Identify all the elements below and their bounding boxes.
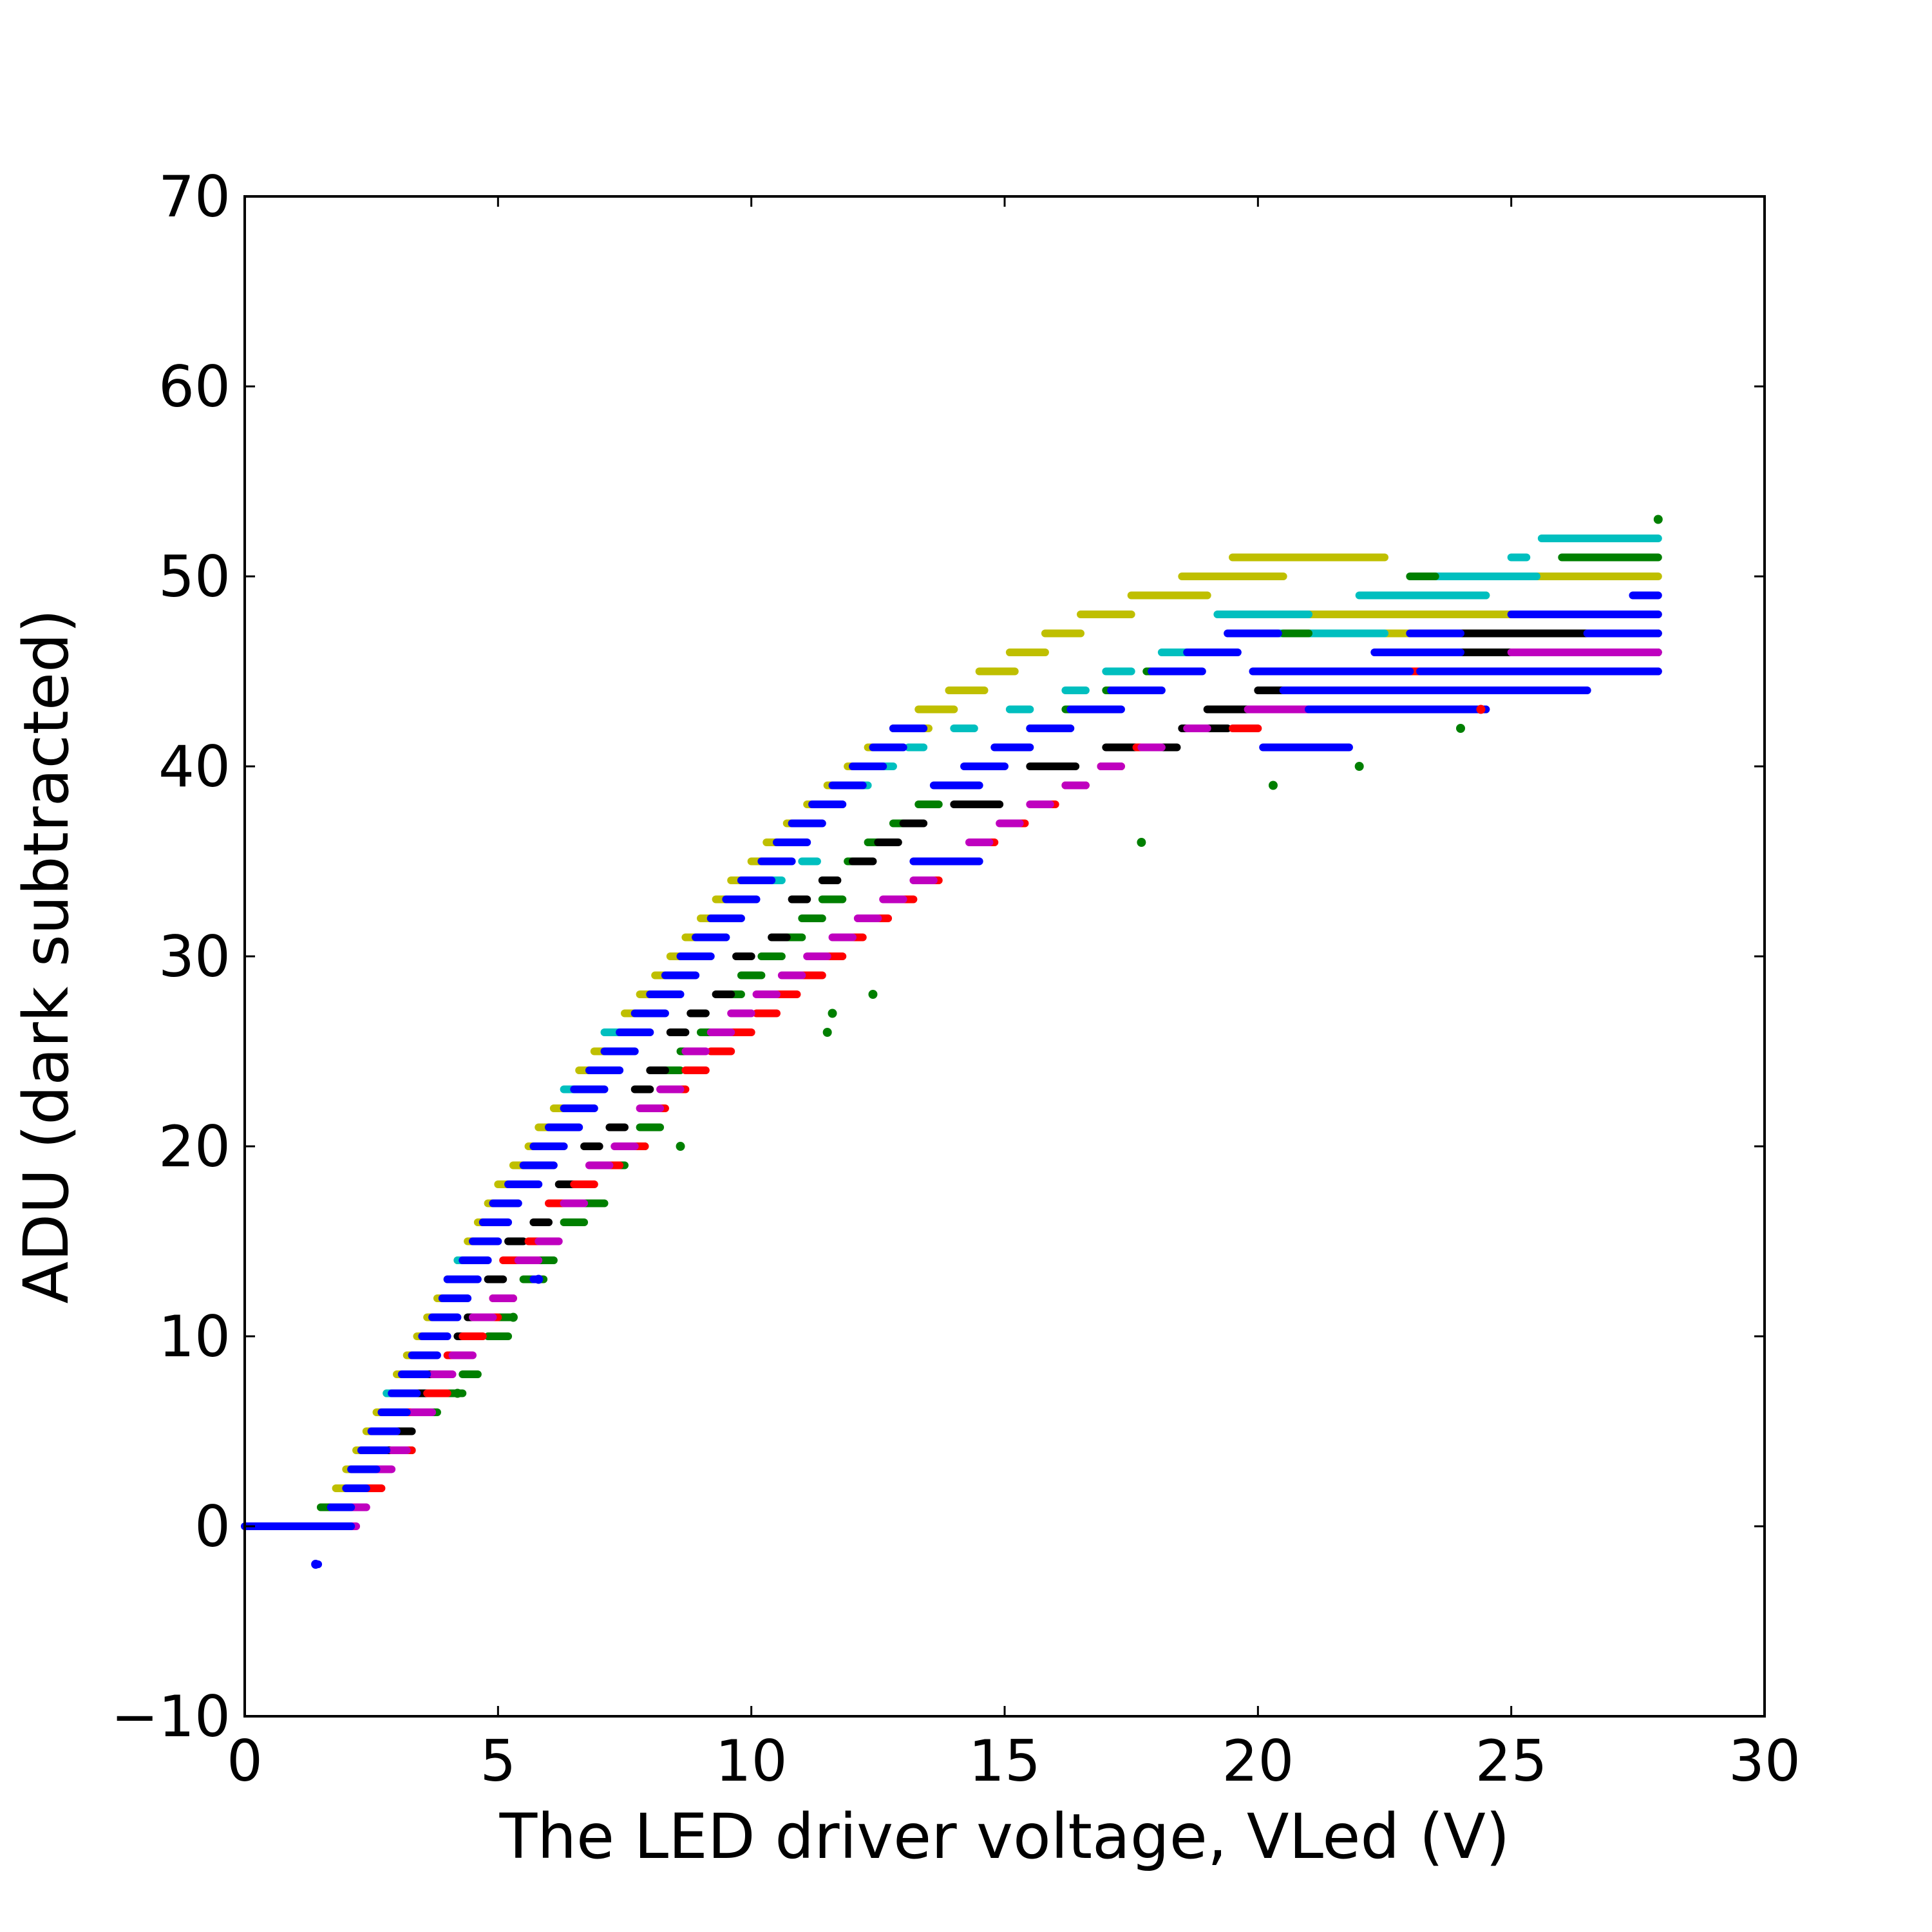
data-layer: [241, 515, 1663, 1569]
y-tick-label: 10: [158, 1303, 231, 1370]
series-cyan: [347, 535, 1662, 1473]
x-tick-label: 10: [715, 1728, 788, 1794]
data-point: [311, 1560, 321, 1569]
data-point: [1653, 515, 1663, 524]
x-tick-label: 25: [1475, 1728, 1548, 1794]
x-axis-label: The LED driver voltage, VLed (V): [499, 1801, 1510, 1873]
data-point: [1268, 781, 1278, 790]
y-tick-label: 60: [158, 354, 231, 420]
y-tick-label: −10: [111, 1683, 231, 1750]
data-point: [1456, 724, 1465, 733]
y-tick-label: 20: [158, 1113, 231, 1180]
x-tick-label: 15: [969, 1728, 1041, 1794]
data-point: [508, 1312, 518, 1322]
data-point: [1476, 705, 1486, 714]
data-point: [1354, 762, 1364, 771]
data-point: [868, 990, 878, 999]
y-tick-label: 30: [158, 923, 231, 990]
y-tick-label: 0: [194, 1493, 231, 1560]
x-tick-label: 0: [227, 1728, 263, 1794]
x-tick-label: 20: [1222, 1728, 1294, 1794]
data-point: [1137, 838, 1146, 847]
y-axis-label: ADU (dark subtracted): [10, 609, 82, 1304]
y-tick-label: 50: [158, 544, 231, 610]
data-point: [822, 1028, 832, 1037]
y-tick-label: 70: [158, 164, 231, 230]
data-point: [828, 1009, 837, 1018]
x-tick-label: 30: [1728, 1728, 1801, 1794]
y-tick-label: 40: [158, 734, 231, 800]
x-tick-label: 5: [480, 1728, 516, 1794]
data-point: [534, 1274, 544, 1284]
series-blue: [241, 591, 1662, 1568]
plot-frame: [243, 195, 1766, 1718]
data-point: [453, 1388, 462, 1398]
data-point: [676, 1142, 685, 1151]
